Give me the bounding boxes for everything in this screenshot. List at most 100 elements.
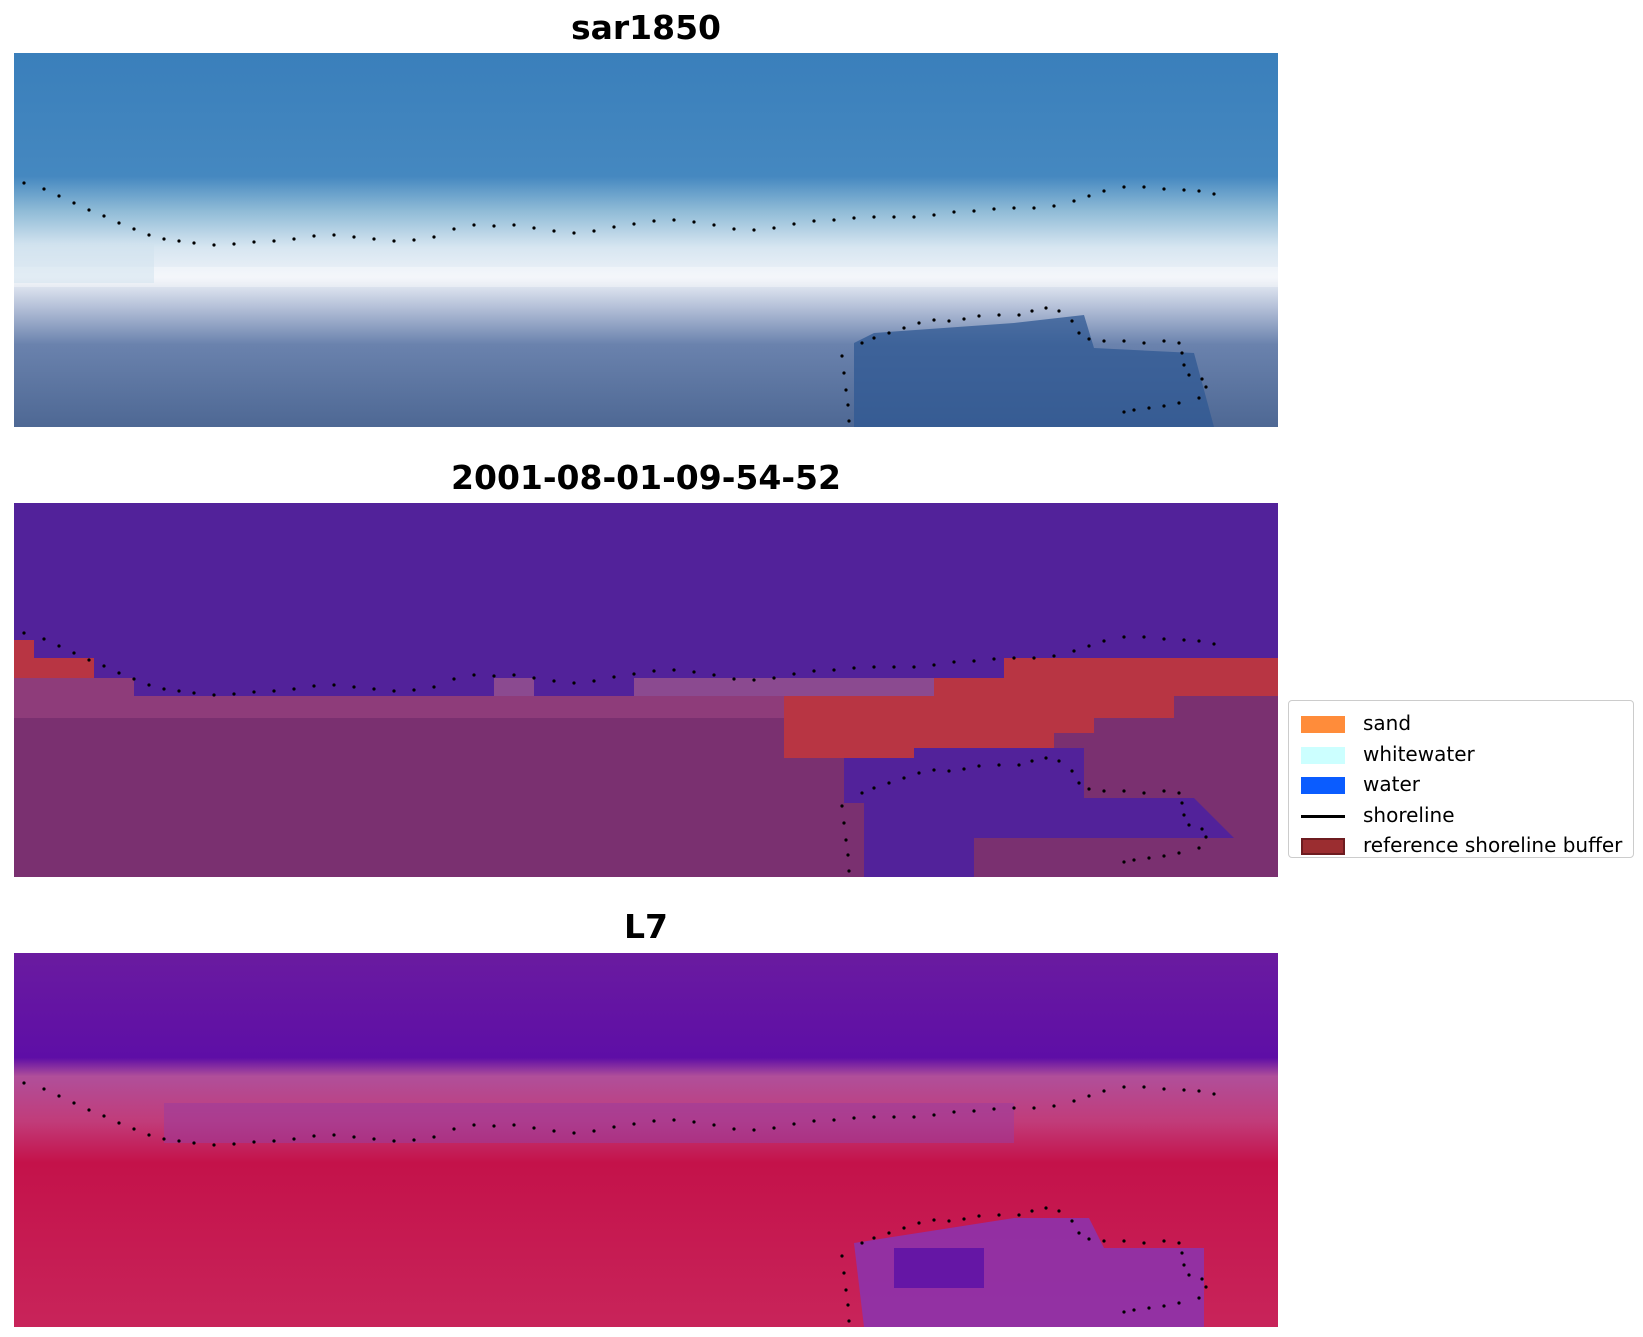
shoreline-dot bbox=[872, 336, 876, 340]
shoreline-dot bbox=[872, 1115, 876, 1119]
shoreline-dot bbox=[372, 1137, 376, 1141]
shoreline-dot bbox=[1197, 396, 1201, 400]
shoreline-dot bbox=[1044, 306, 1048, 310]
shoreline-dot bbox=[1142, 185, 1146, 189]
shoreline-dot bbox=[912, 1115, 916, 1119]
shoreline-dot bbox=[1200, 377, 1204, 381]
shoreline-dots bbox=[22, 631, 1216, 873]
shoreline-dot bbox=[902, 776, 906, 780]
shoreline-dot bbox=[972, 209, 976, 213]
legend-line bbox=[1301, 814, 1345, 818]
shoreline-dot bbox=[1204, 1285, 1208, 1289]
shoreline-dot bbox=[1197, 1089, 1201, 1093]
shoreline-dot bbox=[162, 687, 166, 691]
shoreline-dot bbox=[887, 781, 891, 785]
legend-item-water: water bbox=[1297, 768, 1625, 799]
shoreline-dot bbox=[612, 1125, 616, 1129]
shoreline-dot bbox=[892, 665, 896, 669]
shoreline-dot bbox=[1182, 188, 1186, 192]
shoreline-dot bbox=[962, 317, 966, 321]
shoreline-dot bbox=[844, 388, 848, 392]
shoreline-dot bbox=[860, 341, 864, 345]
shoreline-dot bbox=[872, 1236, 876, 1240]
shoreline-dot bbox=[1030, 309, 1034, 313]
shoreline-dot bbox=[672, 218, 676, 222]
shoreline-dot bbox=[1162, 1087, 1166, 1091]
shoreline-dots bbox=[22, 1081, 1216, 1323]
shoreline-dot bbox=[847, 419, 851, 423]
shoreline-dot bbox=[292, 237, 296, 241]
shoreline-dot bbox=[512, 223, 516, 227]
index-lagoon bbox=[854, 1218, 1204, 1327]
shoreline-dot bbox=[917, 1221, 921, 1225]
shoreline-dot bbox=[932, 1113, 936, 1117]
shoreline-dot bbox=[1122, 339, 1126, 343]
shoreline-dot bbox=[712, 673, 716, 677]
shoreline-dot bbox=[1087, 1094, 1091, 1098]
shoreline-dot bbox=[102, 214, 106, 218]
shoreline-dot bbox=[1197, 639, 1201, 643]
shoreline-dot bbox=[332, 233, 336, 237]
shoreline-dot bbox=[1142, 791, 1146, 795]
shoreline-dot bbox=[632, 672, 636, 676]
shoreline-dot bbox=[42, 1087, 46, 1091]
shoreline-dot bbox=[1212, 642, 1216, 646]
shoreline-dot bbox=[947, 319, 951, 323]
legend-label: sand bbox=[1363, 711, 1412, 735]
shoreline-dot bbox=[977, 764, 981, 768]
shoreline-dot bbox=[252, 690, 256, 694]
shoreline-dot bbox=[1122, 1085, 1126, 1089]
shoreline-dot bbox=[1132, 408, 1136, 412]
shoreline-dot bbox=[1162, 1304, 1166, 1308]
shoreline-dot bbox=[872, 215, 876, 219]
shoreline-dot bbox=[132, 227, 136, 231]
shoreline-dot bbox=[892, 215, 896, 219]
legend-swatch bbox=[1301, 746, 1345, 764]
legend-item-reference-buffer: reference shoreline buffer bbox=[1297, 829, 1625, 860]
shoreline-dot bbox=[917, 771, 921, 775]
shoreline-dot bbox=[812, 669, 816, 673]
shoreline-dot bbox=[572, 1131, 576, 1135]
shoreline-dot bbox=[712, 1123, 716, 1127]
shoreline-dot bbox=[962, 767, 966, 771]
rgb-image-panel bbox=[14, 53, 1278, 427]
shoreline-dot bbox=[732, 227, 736, 231]
shoreline-dot bbox=[1072, 649, 1076, 653]
shoreline-dot bbox=[912, 665, 916, 669]
rgb-left-surf bbox=[14, 243, 154, 283]
legend: sand whitewater water shoreline referenc… bbox=[1288, 700, 1634, 858]
shoreline-dot bbox=[847, 1319, 851, 1323]
shoreline-dot bbox=[1122, 635, 1126, 639]
shoreline-dot bbox=[1177, 341, 1181, 345]
shoreline-dot bbox=[192, 691, 196, 695]
shoreline-dot bbox=[177, 239, 181, 243]
shoreline-dot bbox=[1017, 1213, 1021, 1217]
shoreline-dot bbox=[22, 631, 26, 635]
shoreline-dot bbox=[472, 1123, 476, 1127]
shoreline-dot bbox=[352, 235, 356, 239]
shoreline-dot bbox=[1212, 1092, 1216, 1096]
legend-item-whitewater: whitewater bbox=[1297, 738, 1625, 769]
shoreline-dot bbox=[292, 687, 296, 691]
shoreline-dot bbox=[1187, 1273, 1191, 1277]
shoreline-dot bbox=[852, 1116, 856, 1120]
shoreline-dot bbox=[692, 1120, 696, 1124]
shoreline-dot bbox=[1030, 759, 1034, 763]
shoreline-dot bbox=[844, 1288, 848, 1292]
shoreline-dot bbox=[392, 1139, 396, 1143]
shoreline-dot bbox=[102, 664, 106, 668]
shoreline-dot bbox=[1180, 351, 1184, 355]
rgb-lagoon bbox=[854, 315, 1214, 427]
shoreline-dot bbox=[1032, 1106, 1036, 1110]
shoreline-dot bbox=[1200, 827, 1204, 831]
shoreline-dot bbox=[232, 242, 236, 246]
shoreline-dot bbox=[1087, 337, 1091, 341]
rgb-surf-band bbox=[14, 267, 1278, 287]
shoreline-dot bbox=[652, 1119, 656, 1123]
shoreline-dot bbox=[887, 1231, 891, 1235]
shoreline-dot bbox=[1162, 854, 1166, 858]
shoreline-dot bbox=[1197, 846, 1201, 850]
shoreline-dot bbox=[1017, 763, 1021, 767]
shoreline-dot bbox=[1087, 787, 1091, 791]
shoreline-dot bbox=[1182, 813, 1186, 817]
